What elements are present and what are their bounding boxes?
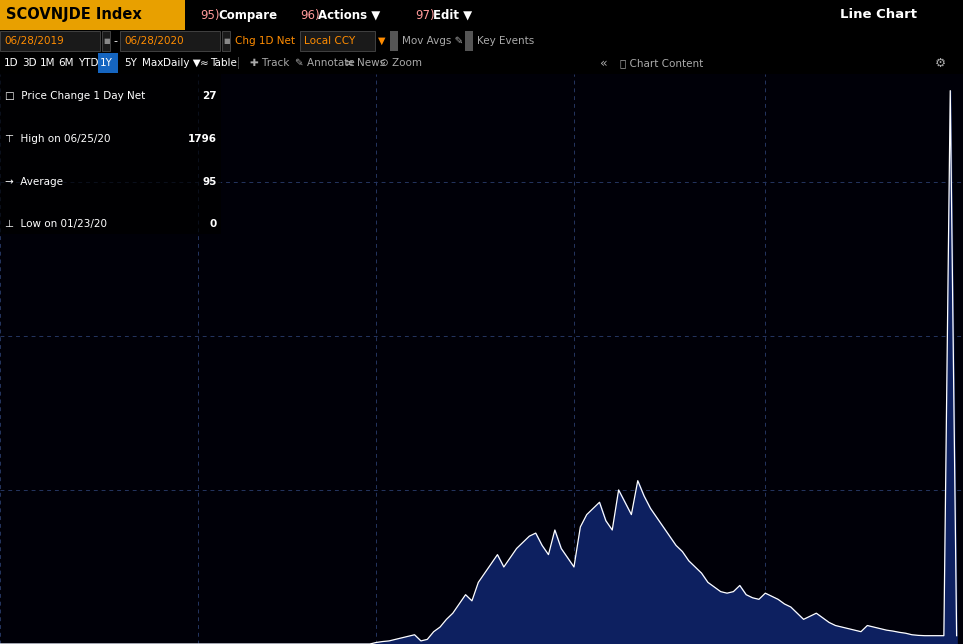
- Text: Line Chart: Line Chart: [840, 8, 917, 21]
- Text: ≡ News: ≡ News: [345, 58, 385, 68]
- Text: Actions ▼: Actions ▼: [318, 8, 380, 21]
- Bar: [120, 31, 220, 51]
- Bar: [0, 31, 100, 51]
- Text: 3D: 3D: [22, 58, 37, 68]
- Text: 06/28/2020: 06/28/2020: [124, 36, 184, 46]
- Text: 5Y: 5Y: [124, 58, 137, 68]
- Bar: [390, 31, 398, 51]
- Text: ⚙: ⚙: [935, 57, 947, 70]
- Text: 97): 97): [415, 8, 434, 21]
- Text: 95): 95): [200, 8, 220, 21]
- Text: 1D: 1D: [4, 58, 18, 68]
- Text: 1796: 1796: [188, 134, 217, 144]
- Text: Mov Avgs ✎: Mov Avgs ✎: [402, 36, 463, 46]
- Text: Key Events: Key Events: [477, 36, 534, 46]
- Text: ⊙ Zoom: ⊙ Zoom: [380, 58, 422, 68]
- Text: ■: ■: [223, 38, 229, 44]
- Text: ✚ Track: ✚ Track: [250, 58, 289, 68]
- Text: 27: 27: [202, 91, 217, 101]
- Text: 95: 95: [202, 176, 217, 187]
- Text: Table: Table: [210, 58, 237, 68]
- Bar: [98, 53, 118, 73]
- Text: Chg 1D Net: Chg 1D Net: [235, 36, 295, 46]
- Bar: [102, 31, 110, 51]
- Text: ✎ Annotate: ✎ Annotate: [295, 58, 354, 68]
- Text: 96): 96): [300, 8, 320, 21]
- Text: Local CCY: Local CCY: [304, 36, 355, 46]
- Text: 📈 Chart Content: 📈 Chart Content: [620, 58, 703, 68]
- Text: 1Y: 1Y: [100, 58, 113, 68]
- Bar: [300, 31, 375, 51]
- FancyBboxPatch shape: [0, 74, 221, 234]
- Text: Compare: Compare: [218, 8, 277, 21]
- Text: -: -: [113, 36, 117, 46]
- Bar: [222, 31, 230, 51]
- Text: ⊤  High on 06/25/20: ⊤ High on 06/25/20: [5, 134, 111, 144]
- Text: Daily ▼: Daily ▼: [163, 58, 200, 68]
- Text: SCOVNJDE Index: SCOVNJDE Index: [6, 8, 142, 23]
- Text: 1M: 1M: [40, 58, 56, 68]
- Text: 6M: 6M: [58, 58, 73, 68]
- Text: □  Price Change 1 Day Net: □ Price Change 1 Day Net: [5, 91, 145, 101]
- Text: Max: Max: [142, 58, 164, 68]
- Text: ■: ■: [103, 38, 110, 44]
- Text: «: «: [600, 57, 608, 70]
- Bar: [0, 0, 185, 30]
- Text: →  Average: → Average: [5, 176, 63, 187]
- Text: Edit ▼: Edit ▼: [433, 8, 472, 21]
- Text: ▼: ▼: [378, 36, 385, 46]
- Text: ≈: ≈: [200, 58, 209, 68]
- Bar: [465, 31, 473, 51]
- Text: 0: 0: [209, 220, 217, 229]
- Text: ⊥  Low on 01/23/20: ⊥ Low on 01/23/20: [5, 220, 107, 229]
- Bar: [238, 57, 239, 69]
- Text: YTD: YTD: [78, 58, 98, 68]
- Text: 06/28/2019: 06/28/2019: [4, 36, 64, 46]
